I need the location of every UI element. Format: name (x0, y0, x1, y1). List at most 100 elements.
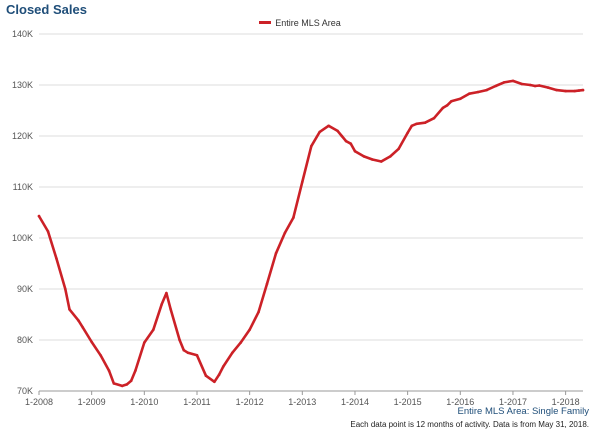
data-point (68, 308, 71, 311)
data-point (410, 124, 414, 128)
chart-title: Closed Sales (6, 2, 87, 17)
data-point (476, 90, 480, 94)
y-tick-label: 120K (12, 131, 33, 141)
x-axis: 1-2008 1-2009 1-2010 1-2011 1-2012 1-2013 1-20… (25, 391, 580, 407)
data-point (125, 383, 129, 386)
x-tick-label: 1-2017 (499, 397, 527, 407)
data-point (46, 230, 50, 233)
plot-area (37, 79, 585, 388)
data-point (564, 89, 567, 93)
data-point (239, 341, 242, 344)
data-point (344, 139, 348, 143)
data-point (222, 365, 225, 368)
data-point (529, 83, 532, 87)
data-point (204, 374, 208, 378)
y-tick-label: 80K (17, 335, 33, 345)
data-point (160, 303, 163, 306)
y-tick-label: 130K (12, 80, 33, 90)
data-point (573, 89, 576, 93)
data-point (265, 282, 269, 286)
data-point (450, 100, 453, 103)
x-tick-label: 1-2018 (552, 397, 580, 407)
data-point (283, 231, 287, 235)
data-point (274, 252, 278, 255)
data-point (81, 326, 84, 329)
data-point (389, 155, 392, 158)
data-point (112, 382, 116, 385)
data-point (217, 373, 221, 377)
data-point (301, 180, 304, 184)
data-point (90, 340, 93, 344)
gridlines (39, 33, 583, 392)
data-point (336, 129, 339, 133)
data-point (581, 88, 585, 92)
data-point (380, 160, 383, 163)
data-point (107, 369, 111, 372)
data-point (55, 257, 58, 260)
footnote: Each data point is 12 months of activity… (350, 420, 589, 429)
data-point (415, 122, 418, 126)
x-tick-label: 1-2015 (394, 397, 422, 407)
data-point (77, 319, 80, 322)
y-tick-label: 110K (13, 182, 33, 192)
data-point (467, 92, 471, 95)
data-point (546, 86, 550, 89)
x-tick-label: 1-2016 (446, 397, 474, 407)
data-point (494, 84, 497, 88)
data-point (485, 88, 488, 92)
chart-subtitle: Entire MLS Area: Single Family (457, 406, 589, 417)
data-point (186, 351, 190, 355)
y-tick-label: 100K (12, 233, 33, 243)
data-point (459, 97, 462, 101)
data-point (143, 341, 146, 344)
data-point (169, 308, 172, 311)
data-point (165, 291, 168, 295)
data-point (257, 310, 260, 314)
x-tick-label: 1-2010 (130, 397, 158, 407)
data-point (195, 354, 199, 357)
x-tick-label: 1-2009 (78, 397, 106, 407)
y-axis: 70K 80K 90K 100K 110K 120K 130K 140K (12, 29, 33, 396)
x-tick-label: 1-2008 (25, 397, 53, 407)
y-tick-label: 90K (17, 284, 33, 294)
data-point (327, 124, 330, 128)
data-point (248, 328, 251, 332)
data-point (37, 214, 41, 218)
data-point (511, 79, 515, 83)
x-tick-label: 1-2014 (341, 397, 369, 407)
data-point (520, 82, 524, 86)
data-point (406, 131, 409, 135)
data-point (353, 150, 357, 153)
x-tick-label: 1-2012 (236, 397, 264, 407)
data-point (423, 121, 427, 124)
data-point (362, 155, 366, 158)
data-point (120, 384, 124, 388)
y-tick-label: 140K (12, 29, 33, 39)
data-point (502, 81, 506, 84)
data-point (152, 328, 155, 332)
legend-swatch (259, 21, 272, 25)
data-point (445, 104, 449, 107)
data-point (134, 369, 137, 372)
data-point (340, 134, 344, 138)
data-point (213, 380, 216, 384)
data-point (555, 88, 558, 92)
data-point (371, 158, 374, 161)
data-point (318, 130, 322, 134)
data-point (432, 116, 436, 120)
x-tick-label: 1-2011 (183, 397, 210, 407)
data-point (349, 142, 353, 145)
data-point (577, 89, 581, 92)
legend: Entire MLS Area (0, 18, 600, 28)
data-point (441, 106, 445, 110)
data-point (310, 144, 313, 148)
data-point (231, 351, 234, 355)
data-point (99, 354, 102, 357)
legend-label: Entire MLS Area (275, 18, 341, 28)
data-point (397, 147, 401, 151)
x-tick-label: 1-2013 (288, 397, 316, 407)
data-point (129, 379, 133, 383)
data-point (182, 348, 186, 352)
data-point (178, 338, 181, 342)
